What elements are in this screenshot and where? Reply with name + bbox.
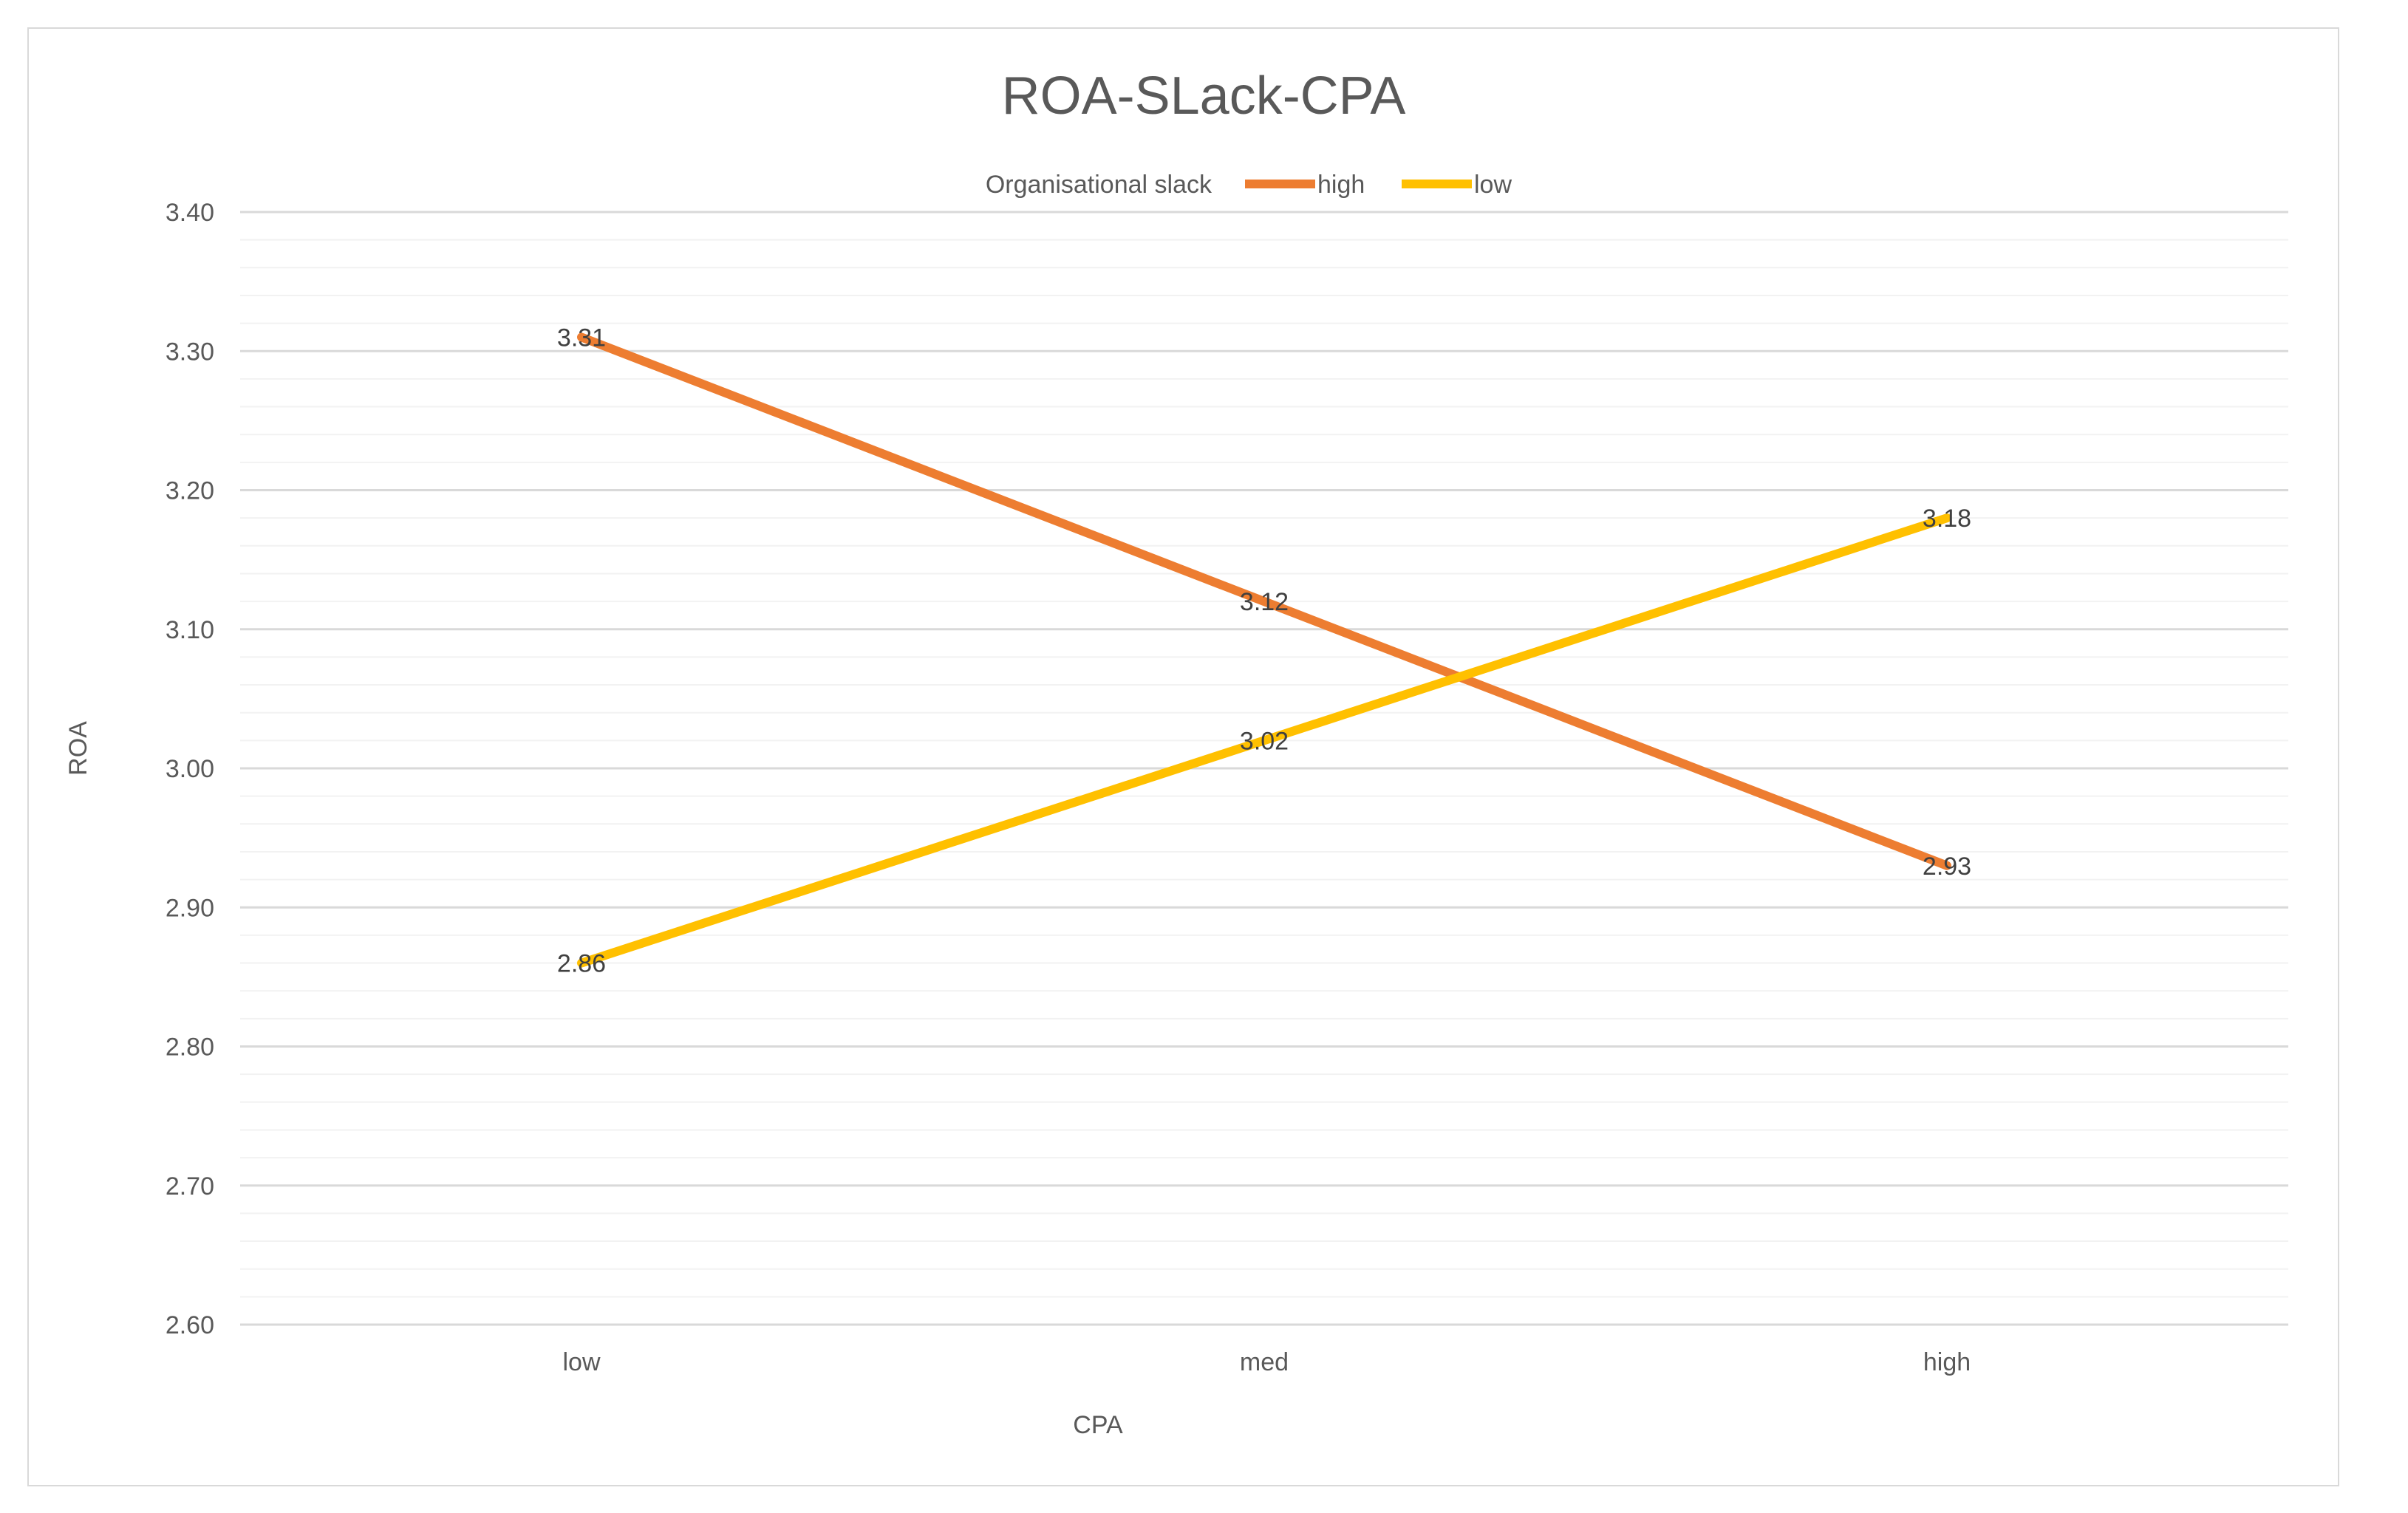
x-axis-ticks: low med high: [562, 1348, 1971, 1376]
data-label-high: 2.93: [1923, 853, 1971, 881]
major-gridlines: [240, 211, 2288, 1326]
legend-label-high: high: [1317, 171, 1365, 199]
series-line-low: [577, 513, 1951, 968]
y-axis-label: ROA: [64, 721, 92, 776]
y-tick-label: 2.70: [166, 1172, 214, 1201]
x-tick-label: low: [562, 1348, 600, 1376]
data-label-low: 3.02: [1240, 727, 1289, 755]
data-labels: 3.31 3.12 2.93 2.86 3.02 3.18: [557, 324, 1971, 977]
y-tick-label: 2.90: [166, 894, 214, 922]
y-tick-label: 3.20: [166, 477, 214, 505]
legend: Organisational slack high low: [986, 171, 1512, 199]
data-label-low: 2.86: [557, 950, 606, 978]
y-tick-label: 2.80: [166, 1034, 214, 1062]
legend-title: Organisational slack: [986, 171, 1212, 199]
y-axis-ticks: 2.60 2.70 2.80 2.90 3.00 3.10 3.20 3.30 3.40: [166, 199, 214, 1339]
y-tick-label: 3.40: [166, 199, 214, 227]
legend-label-low: low: [1474, 171, 1512, 199]
y-tick-label: 3.30: [166, 338, 214, 366]
x-tick-label: med: [1240, 1348, 1289, 1376]
series-lines: [577, 332, 1951, 968]
x-tick-label: high: [1923, 1348, 1971, 1376]
y-tick-label: 3.10: [166, 616, 214, 644]
chart-title: ROA-SLack-CPA: [1002, 66, 1406, 126]
chart-frame: [27, 27, 2339, 1486]
y-tick-label: 2.60: [166, 1311, 214, 1339]
data-label-high: 3.31: [557, 324, 606, 352]
data-label-low: 3.18: [1923, 505, 1971, 533]
series-line-high: [577, 332, 1951, 870]
y-tick-label: 3.00: [166, 755, 214, 783]
x-axis-label: CPA: [1073, 1411, 1123, 1439]
data-label-high: 3.12: [1240, 588, 1289, 616]
